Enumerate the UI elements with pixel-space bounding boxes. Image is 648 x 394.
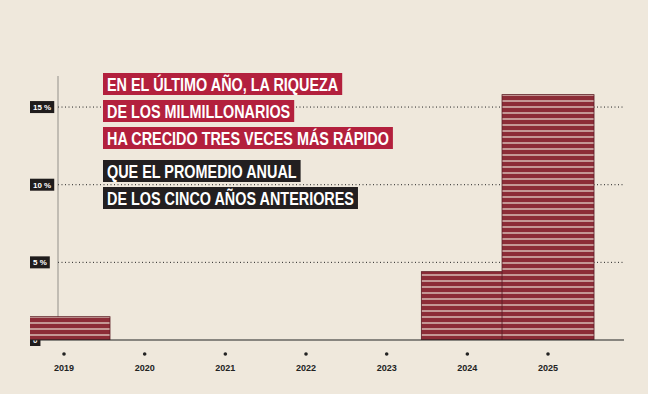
y-tick-label: 5 % — [33, 258, 47, 267]
x-tick-label: 2019 — [54, 363, 74, 373]
chart: 05 %10 %15 %2019202020212022202320242025… — [0, 0, 648, 394]
y-tick-label: 15 % — [33, 103, 51, 112]
x-ticks: 2019 2020 2021 2022 2023 2024 2025 — [54, 352, 558, 373]
title-line: DE LOS CINCO AÑOS ANTERIORES — [107, 188, 354, 209]
tick-label-box — [30, 179, 54, 191]
x-tick — [385, 352, 389, 356]
title-band — [103, 187, 358, 209]
x-axis-line — [30, 339, 624, 340]
title-band — [103, 160, 301, 182]
background — [0, 0, 648, 394]
bar — [421, 272, 513, 340]
x-tick-label: 2023 — [377, 363, 397, 373]
title-band — [103, 73, 342, 95]
title-band — [103, 100, 294, 122]
y-ticks: 05 %10 %15 % — [30, 101, 54, 346]
x-tick-label: 2020 — [135, 363, 155, 373]
y-axis-line — [58, 76, 59, 340]
x-tick-label: 2024 — [457, 363, 477, 373]
x-tick-label: 2022 — [296, 363, 316, 373]
title-band — [103, 127, 393, 149]
x-tick — [224, 352, 228, 356]
x-tick — [304, 352, 308, 356]
x-tick — [546, 352, 550, 356]
title-line: EN EL ÚLTIMO AÑO, LA RIQUEZA — [107, 74, 338, 95]
title-line: QUE EL PROMEDIO ANUAL — [107, 162, 297, 182]
tick-label-box — [30, 101, 54, 113]
x-tick-label: 2025 — [538, 363, 558, 373]
bar — [30, 317, 110, 340]
bars — [30, 95, 594, 340]
x-tick — [143, 352, 147, 356]
title-line: HA CRECIDO TRES VECES MÁS RÁPIDO — [107, 128, 389, 149]
title: EN EL ÚLTIMO AÑO, LA RIQUEZA DE LOS MILMI… — [103, 73, 393, 209]
x-tick-label: 2021 — [215, 363, 235, 373]
x-tick — [62, 352, 66, 356]
y-tick-label: 10 % — [33, 181, 51, 190]
page: {"chart_data": { "type": "bar", "title":… — [0, 0, 648, 394]
title-line: DE LOS MILMILLONARIOS — [107, 102, 290, 122]
bar — [502, 95, 594, 340]
tick-label-box — [30, 256, 50, 268]
x-tick — [466, 352, 470, 356]
